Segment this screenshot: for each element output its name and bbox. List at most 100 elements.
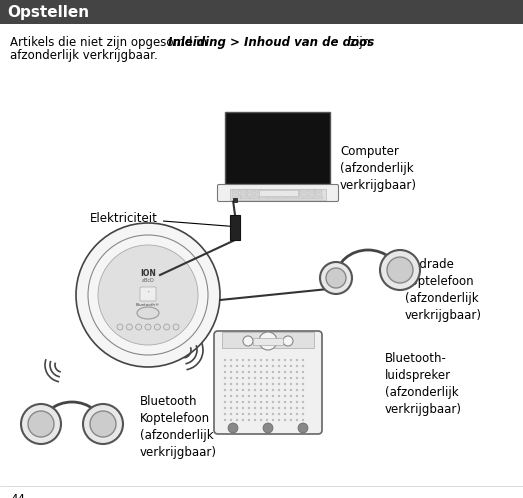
Bar	[268, 197, 277, 199]
Circle shape	[135, 324, 142, 330]
Circle shape	[296, 413, 298, 415]
Circle shape	[260, 413, 262, 415]
Circle shape	[272, 365, 274, 367]
Circle shape	[296, 419, 298, 421]
Circle shape	[302, 401, 304, 403]
Bar	[278, 190, 285, 192]
Circle shape	[302, 383, 304, 385]
Circle shape	[290, 419, 292, 421]
Bar	[300, 190, 308, 192]
Circle shape	[278, 383, 280, 385]
Circle shape	[230, 401, 232, 403]
Circle shape	[242, 383, 244, 385]
Circle shape	[272, 371, 274, 373]
Bar	[315, 193, 323, 196]
Circle shape	[254, 359, 256, 361]
Circle shape	[90, 411, 116, 437]
Bar	[233, 198, 237, 202]
Bar	[255, 193, 262, 196]
Circle shape	[98, 245, 198, 345]
Circle shape	[236, 383, 238, 385]
Circle shape	[242, 377, 244, 379]
Bar	[232, 197, 241, 199]
Circle shape	[230, 371, 232, 373]
Text: Bluetooth-
luidspreker
(afzonderlijk
verkrijgbaar): Bluetooth- luidspreker (afzonderlijk ver…	[385, 352, 462, 416]
Circle shape	[242, 407, 244, 409]
Circle shape	[284, 395, 286, 397]
Circle shape	[260, 401, 262, 403]
Circle shape	[266, 407, 268, 409]
Circle shape	[236, 377, 238, 379]
Circle shape	[266, 389, 268, 391]
Text: Bluetooth®: Bluetooth®	[136, 303, 160, 307]
Circle shape	[260, 395, 262, 397]
Bar	[293, 193, 300, 196]
Bar	[308, 190, 315, 192]
Text: Inleiding > Inhoud van de doos: Inleiding > Inhoud van de doos	[168, 36, 374, 49]
Bar	[285, 190, 292, 192]
Circle shape	[243, 336, 253, 346]
Circle shape	[260, 407, 262, 409]
Circle shape	[296, 359, 298, 361]
Circle shape	[224, 401, 226, 403]
Circle shape	[272, 401, 274, 403]
Circle shape	[254, 419, 256, 421]
Circle shape	[284, 377, 286, 379]
Circle shape	[272, 377, 274, 379]
Circle shape	[290, 383, 292, 385]
Circle shape	[230, 413, 232, 415]
FancyBboxPatch shape	[230, 189, 325, 200]
FancyBboxPatch shape	[218, 184, 338, 202]
Circle shape	[224, 419, 226, 421]
Circle shape	[278, 407, 280, 409]
Bar	[255, 190, 262, 192]
Circle shape	[272, 413, 274, 415]
Circle shape	[242, 359, 244, 361]
Text: Bluetooth
Koptelefoon
(afzonderlijk
verkrijgbaar): Bluetooth Koptelefoon (afzonderlijk verk…	[140, 395, 217, 459]
Bar	[232, 193, 239, 196]
Circle shape	[296, 407, 298, 409]
Circle shape	[302, 407, 304, 409]
Circle shape	[380, 250, 420, 290]
Circle shape	[230, 359, 232, 361]
Bar	[285, 193, 292, 196]
Bar	[293, 190, 300, 192]
Circle shape	[230, 395, 232, 397]
Text: ION: ION	[140, 268, 156, 277]
Circle shape	[230, 383, 232, 385]
Circle shape	[296, 371, 298, 373]
Circle shape	[254, 371, 256, 373]
Circle shape	[224, 383, 226, 385]
Circle shape	[248, 389, 250, 391]
Circle shape	[272, 389, 274, 391]
Circle shape	[248, 419, 250, 421]
FancyBboxPatch shape	[140, 287, 156, 301]
Circle shape	[236, 419, 238, 421]
Bar	[259, 197, 268, 199]
Circle shape	[284, 365, 286, 367]
Bar	[247, 193, 254, 196]
Circle shape	[298, 423, 308, 433]
Circle shape	[236, 413, 238, 415]
Circle shape	[224, 359, 226, 361]
Text: ’: ’	[147, 290, 149, 295]
Circle shape	[260, 419, 262, 421]
Circle shape	[387, 257, 413, 283]
Bar	[222, 332, 314, 348]
Circle shape	[290, 389, 292, 391]
Circle shape	[278, 419, 280, 421]
Bar	[315, 190, 323, 192]
Circle shape	[254, 413, 256, 415]
Circle shape	[248, 377, 250, 379]
Circle shape	[224, 377, 226, 379]
Circle shape	[248, 395, 250, 397]
Circle shape	[290, 413, 292, 415]
Circle shape	[266, 365, 268, 367]
Circle shape	[296, 401, 298, 403]
Bar	[263, 190, 269, 192]
Circle shape	[242, 419, 244, 421]
Bar	[270, 193, 277, 196]
Bar	[270, 190, 277, 192]
Circle shape	[21, 404, 61, 444]
FancyBboxPatch shape	[259, 191, 299, 197]
